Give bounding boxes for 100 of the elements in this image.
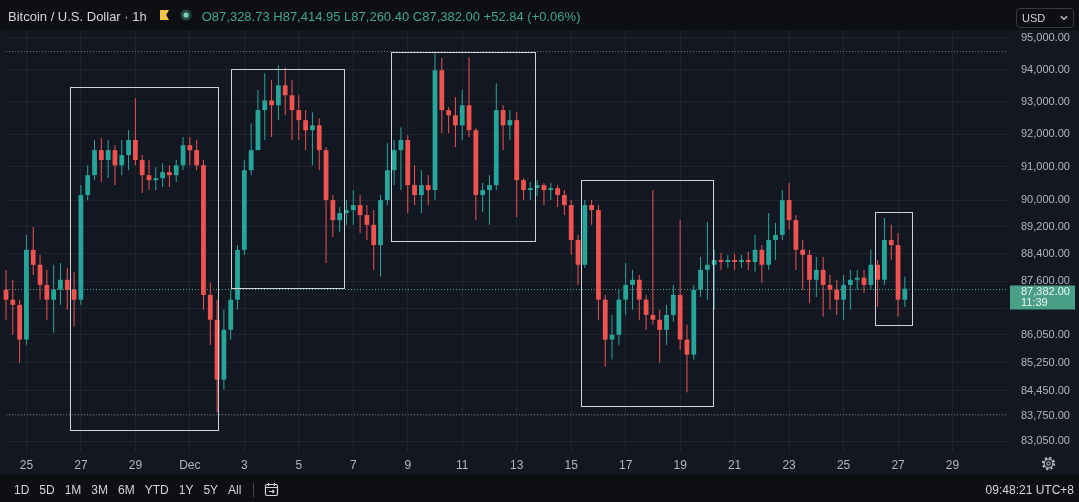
candlestick (555, 184, 560, 208)
text: YTD (144, 482, 169, 497)
x-tick-label: 5 (295, 457, 303, 472)
candlestick (800, 239, 806, 291)
x-tick-label: 21 (727, 457, 742, 472)
candlestick (194, 139, 200, 171)
y-tick-label: 89,200.00 (1021, 219, 1070, 232)
y-tick-label: 95,000.00 (1021, 30, 1070, 43)
candlestick (412, 164, 417, 206)
y-tick-label: 88,400.00 (1021, 246, 1070, 259)
candlestick (813, 256, 819, 298)
candlestick (902, 276, 908, 308)
candlestick (854, 269, 860, 291)
x-tick-label: 25 (19, 457, 34, 472)
candlestick (670, 284, 676, 323)
x-tick-label: 11 (456, 457, 469, 472)
ref-line-label: 87,382.00 11:39 (1021, 285, 1070, 309)
y-tick-label: 90,000.00 (1021, 193, 1070, 206)
candlestick (834, 279, 840, 316)
candlestick (459, 89, 465, 141)
x-tick-label: 23 (782, 457, 797, 472)
candlestick (105, 139, 111, 179)
candlestick (119, 139, 125, 176)
y-tick-label: 91,000.00 (1021, 159, 1070, 172)
candlestick (51, 264, 57, 334)
y-tick-label: 85,250.00 (1021, 355, 1070, 368)
x-tick-label: 29 (128, 457, 143, 472)
x-tick-label: Dec (179, 457, 201, 472)
candlestick (262, 72, 268, 141)
x-tick-label: 7 (349, 457, 357, 472)
candlestick (623, 262, 629, 316)
candlestick (139, 154, 145, 194)
candlestick (303, 109, 308, 151)
y-tick-label: 83,750.00 (1021, 409, 1070, 421)
candlestick (446, 106, 451, 134)
candlestick (98, 137, 104, 183)
candlestick (480, 182, 486, 213)
candlestick (310, 111, 315, 166)
candlestick (337, 206, 343, 233)
x-tick-label: 3 (240, 457, 248, 472)
candlestick (330, 194, 336, 238)
y-tick-label: 94,000.00 (1021, 62, 1070, 75)
candlestick (589, 199, 594, 226)
candlestick (10, 279, 16, 336)
text: 1Y (178, 482, 194, 497)
text: 3M (91, 482, 109, 497)
x-tick-label: 19 (673, 457, 688, 472)
x-tick-label: 13 (510, 457, 524, 472)
candlestick (745, 251, 751, 271)
x-tick-label: 27 (74, 457, 88, 472)
candlestick (153, 166, 159, 191)
text: 5Y (203, 482, 219, 497)
x-tick-label: 29 (945, 457, 960, 472)
candlestick (453, 96, 458, 148)
candlestick (820, 256, 826, 318)
candlestick (64, 267, 70, 311)
candlestick (282, 66, 288, 116)
y-tick-label: 93,000.00 (1021, 94, 1070, 107)
candlestick (630, 269, 635, 311)
candlestick (419, 169, 424, 214)
text: 1D (14, 482, 30, 497)
x-tick-label: 15 (564, 457, 579, 472)
candlestick (521, 177, 526, 201)
candlestick (759, 244, 765, 284)
candlestick (269, 79, 274, 138)
candlestick (888, 224, 894, 261)
x-tick-label: 9 (404, 457, 412, 472)
y-tick-label: 87,600.00 (1021, 274, 1070, 287)
candlestick (248, 122, 254, 176)
candlestick (44, 269, 50, 321)
candlestick (841, 274, 846, 321)
candlestick (773, 222, 778, 261)
currency-dropdown[interactable]: USD (1016, 8, 1074, 28)
x-tick-label: 17 (618, 457, 633, 472)
candlestick (391, 139, 397, 186)
candlestick (187, 136, 193, 166)
candlestick (276, 64, 281, 121)
chart-subtitle: O87,328.73 H87,414.95 L87,260.40 C87,382.00 +52.84 (+0.06%) (201, 9, 581, 24)
y-tick-label: 84,450.00 (1021, 384, 1070, 397)
candlestick (371, 209, 377, 271)
x-tick-label: 25 (836, 457, 851, 472)
text: 09:48:21 UTC+8 (985, 483, 1074, 497)
candlestick (296, 94, 302, 141)
text: 5D (39, 482, 55, 497)
candlestick (705, 221, 710, 301)
candlestick (487, 174, 492, 226)
candlestick (425, 174, 431, 206)
candlestick (350, 189, 356, 226)
y-tick-label: 86,050.00 (1021, 327, 1070, 340)
text: All (228, 482, 242, 497)
candlestick (85, 164, 91, 201)
candlestick (657, 309, 663, 364)
candlestick (167, 164, 172, 188)
candlestick (868, 249, 874, 291)
candlestick (58, 262, 63, 306)
chart-title: Bitcoin / U.S. Dollar · 1h (8, 9, 147, 24)
y-tick-label: 83,050.00 (1021, 434, 1070, 447)
candlestick (636, 274, 642, 321)
y-tick-label: 92,000.00 (1021, 127, 1070, 140)
candlestick (698, 256, 703, 298)
